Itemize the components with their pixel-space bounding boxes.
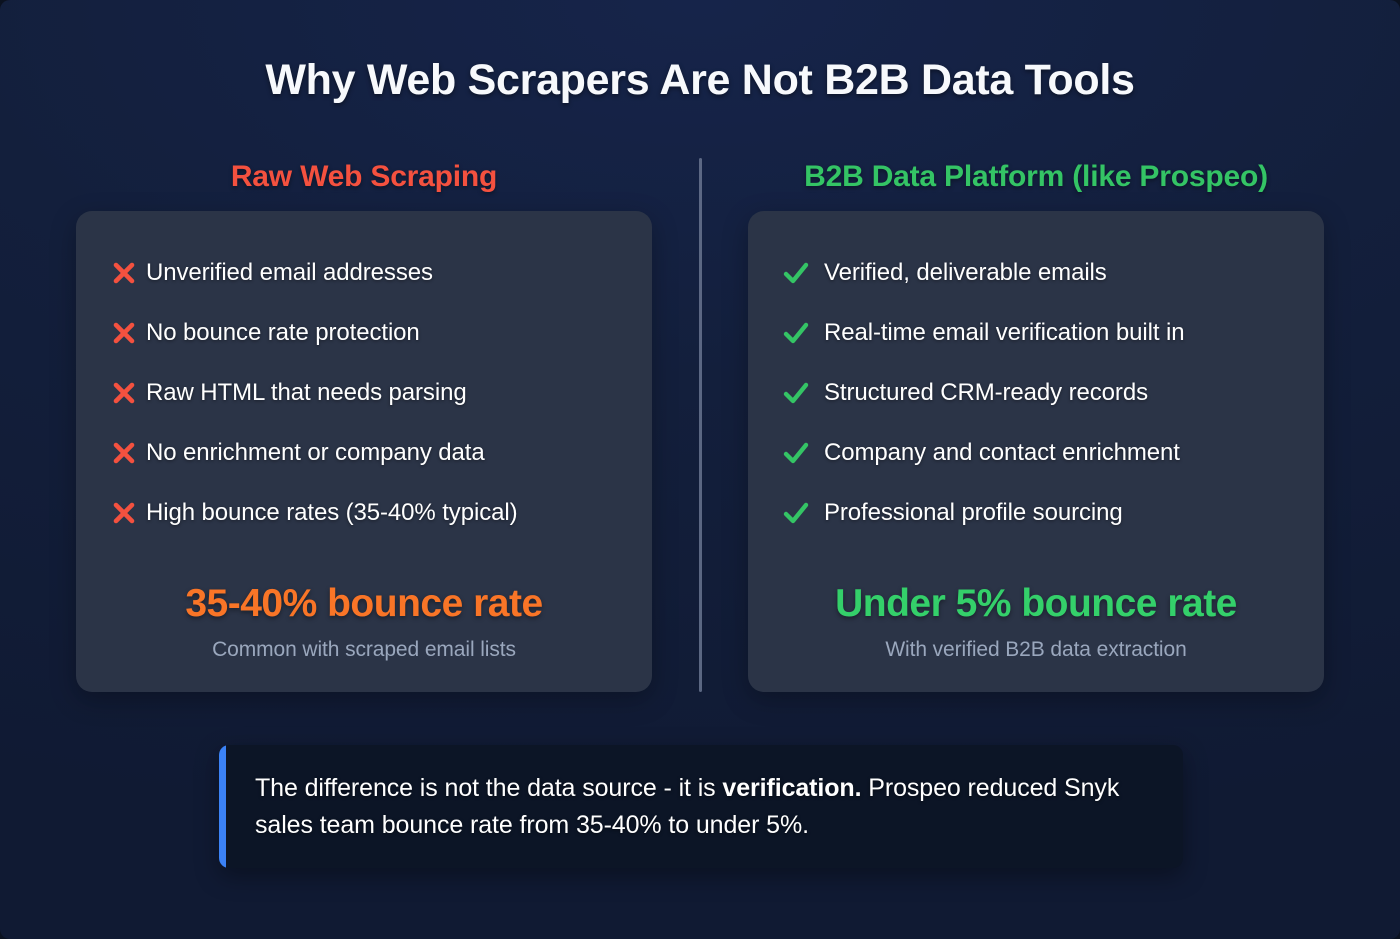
list-item-label: Unverified email addresses — [146, 259, 433, 286]
list-item: Real-time email verification built in — [774, 303, 1298, 363]
list-item-label: Professional profile sourcing — [824, 499, 1123, 526]
summary-callout: The difference is not the data source - … — [219, 745, 1183, 868]
card-b2b-data-platform: Verified, deliverable emails Real-time e… — [748, 211, 1324, 692]
list-item-label: Raw HTML that needs parsing — [146, 379, 467, 406]
list-item-label: Verified, deliverable emails — [824, 259, 1107, 286]
cross-icon — [102, 259, 146, 287]
callout-lead: The difference is not the data source - … — [255, 773, 723, 802]
column-divider — [699, 158, 702, 692]
list-item: Verified, deliverable emails — [774, 243, 1298, 303]
list-item-label: No enrichment or company data — [146, 439, 485, 466]
page-title: Why Web Scrapers Are Not B2B Data Tools — [265, 56, 1135, 104]
stat-caption: With verified B2B data extraction — [885, 638, 1187, 661]
column-heading-raw-web-scraping: Raw Web Scraping — [230, 160, 498, 193]
stat-caption: Common with scraped email lists — [212, 638, 516, 661]
check-icon — [774, 499, 818, 527]
feature-list-negative: Unverified email addresses No bounce rat… — [76, 243, 652, 543]
list-item: Company and contact enrichment — [774, 423, 1298, 483]
list-item-label: Company and contact enrichment — [824, 439, 1180, 466]
list-item: No bounce rate protection — [102, 303, 626, 363]
callout-accent-bar — [219, 745, 226, 868]
list-item-label: No bounce rate protection — [146, 319, 420, 346]
callout-emphasis: verification. — [722, 773, 862, 802]
stat-value: Under 5% bounce rate — [835, 582, 1237, 625]
check-icon — [774, 439, 818, 467]
card-raw-web-scraping: Unverified email addresses No bounce rat… — [76, 211, 652, 692]
column-heading-b2b-data-platform: B2B Data Platform (like Prospeo) — [804, 160, 1268, 193]
stat-block-negative: 35-40% bounce rate Common with scraped e… — [76, 582, 652, 662]
cross-icon — [102, 439, 146, 467]
list-item-label: High bounce rates (35-40% typical) — [146, 499, 518, 526]
stat-block-positive: Under 5% bounce rate With verified B2B d… — [748, 582, 1324, 662]
list-item: Structured CRM-ready records — [774, 363, 1298, 423]
list-item: Raw HTML that needs parsing — [102, 363, 626, 423]
stat-value: 35-40% bounce rate — [185, 582, 543, 625]
check-icon — [774, 379, 818, 407]
cross-icon — [102, 379, 146, 407]
list-item: No enrichment or company data — [102, 423, 626, 483]
list-item: Unverified email addresses — [102, 243, 626, 303]
list-item-label: Real-time email verification built in — [824, 319, 1185, 346]
callout-tail: Prospeo reduced Snyk sales team bounce r… — [255, 773, 1120, 839]
list-item: Professional profile sourcing — [774, 483, 1298, 543]
check-icon — [774, 259, 818, 287]
list-item: High bounce rates (35-40% typical) — [102, 483, 626, 543]
cross-icon — [102, 319, 146, 347]
feature-list-positive: Verified, deliverable emails Real-time e… — [748, 243, 1324, 543]
list-item-label: Structured CRM-ready records — [824, 379, 1148, 406]
cross-icon — [102, 499, 146, 527]
check-icon — [774, 319, 818, 347]
callout-text: The difference is not the data source - … — [219, 770, 1183, 844]
